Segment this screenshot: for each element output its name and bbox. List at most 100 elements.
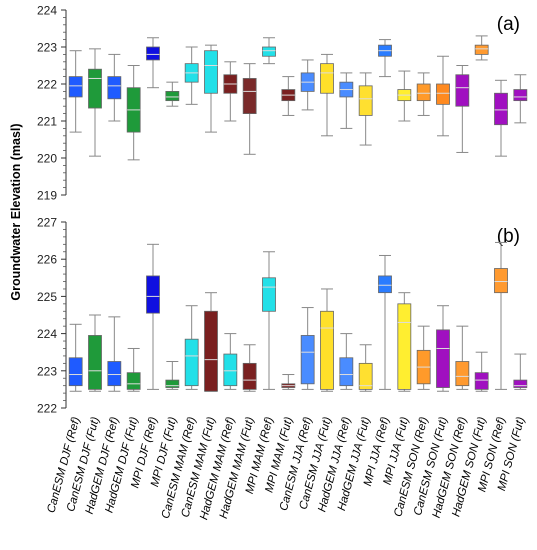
box-body — [513, 89, 528, 102]
box-16 — [358, 344, 373, 392]
box-3 — [107, 53, 122, 122]
box-body — [339, 357, 354, 387]
box-14 — [320, 288, 334, 392]
box-body — [165, 91, 180, 102]
box-24 — [513, 353, 528, 390]
box-body — [455, 361, 470, 387]
box-1 — [68, 323, 83, 392]
box-20 — [436, 55, 450, 137]
box-8 — [204, 292, 218, 392]
box-body — [436, 329, 450, 388]
box-body — [358, 362, 373, 390]
box-body — [474, 44, 489, 55]
y-tick-label: 223 — [37, 364, 57, 378]
box-18 — [397, 70, 412, 122]
box-body — [474, 372, 489, 390]
x-tick-labels: CanESM DJF (Ref)CanESM DJF (Fut)HadGEM D… — [45, 416, 527, 522]
box-body — [204, 50, 218, 94]
box-23 — [494, 241, 508, 390]
box-17 — [378, 39, 392, 78]
panel-a: 219 220 221 222 223 224 (a) — [37, 4, 528, 203]
box-15 — [339, 72, 354, 129]
box-body — [455, 74, 470, 107]
box-body — [262, 277, 276, 312]
box-body — [146, 275, 160, 314]
box-17 — [378, 254, 392, 390]
box-body — [107, 76, 122, 100]
y-tick-label: 221 — [37, 115, 57, 129]
y-tick-label: 224 — [37, 327, 57, 341]
box-body — [126, 372, 141, 390]
box-24 — [513, 74, 528, 124]
box-10 — [242, 344, 257, 392]
box-body — [107, 361, 122, 387]
box-body — [262, 46, 276, 57]
y-tick-label: 220 — [37, 152, 57, 166]
y-tick-label: 226 — [37, 253, 57, 267]
box-1 — [68, 50, 83, 133]
box-21 — [455, 325, 470, 390]
box-22 — [474, 351, 489, 392]
y-tick-label: 227 — [37, 216, 57, 230]
box-10 — [242, 63, 257, 155]
box-body — [68, 76, 83, 98]
box-14 — [320, 53, 334, 137]
box-6 — [165, 81, 180, 107]
box-19 — [416, 325, 431, 390]
box-6 — [165, 361, 180, 390]
box-body — [68, 357, 83, 387]
box-2 — [88, 48, 102, 157]
box-body — [494, 92, 508, 126]
box-body — [494, 268, 508, 294]
box-9 — [223, 61, 238, 122]
y-tick-label: 219 — [37, 189, 57, 203]
box-8 — [204, 44, 218, 133]
box-9 — [223, 333, 238, 390]
box-body — [242, 78, 257, 114]
box-21 — [455, 65, 470, 153]
box-4 — [126, 65, 141, 161]
box-18 — [397, 292, 412, 392]
box-23 — [494, 79, 508, 157]
box-11 — [262, 251, 276, 390]
box-16 — [358, 72, 373, 146]
box-19 — [416, 72, 431, 116]
box-13 — [300, 307, 315, 390]
box-5 — [146, 243, 160, 390]
box-body — [378, 275, 392, 294]
box-body — [88, 68, 102, 109]
y-axis-label: Groundwater Elevation (masl) — [9, 123, 23, 300]
box-body — [88, 335, 102, 390]
box-body — [358, 85, 373, 116]
box-body — [416, 83, 431, 102]
box-7 — [184, 305, 199, 390]
box-7 — [184, 46, 199, 105]
panel-label: (a) — [497, 14, 520, 35]
box-12 — [281, 76, 296, 116]
box-13 — [300, 59, 315, 111]
y-tick-label: 222 — [37, 78, 57, 92]
panel-b: 222 223 224 225 226 227 (b) — [37, 216, 528, 416]
y-tick-label: 224 — [37, 4, 57, 18]
box-11 — [262, 37, 276, 65]
box-22 — [474, 35, 489, 61]
box-4 — [126, 347, 141, 392]
box-body — [184, 338, 199, 387]
box-body — [223, 353, 238, 387]
box-body — [320, 63, 334, 94]
box-15 — [339, 333, 354, 390]
box-body — [513, 379, 528, 388]
box-3 — [107, 316, 122, 392]
box-body — [300, 335, 315, 385]
box-body — [146, 46, 160, 61]
box-20 — [436, 305, 450, 392]
panel-label: (b) — [497, 226, 520, 247]
box-2 — [88, 314, 102, 392]
box-body — [242, 362, 257, 390]
box-body — [436, 83, 450, 105]
box-body — [165, 379, 180, 388]
y-tick-label: 223 — [37, 41, 57, 55]
box-5 — [146, 37, 160, 89]
box-body — [204, 310, 218, 392]
